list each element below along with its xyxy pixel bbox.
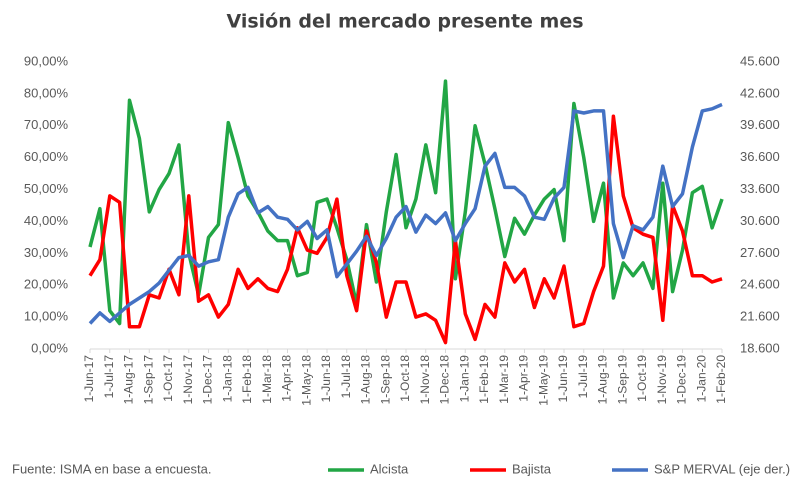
legend-label: S&P MERVAL (eje der.) bbox=[654, 461, 790, 476]
y2-tick-label: 27.600 bbox=[740, 245, 780, 260]
x-tick-label: 1-Aug-19 bbox=[596, 355, 610, 405]
x-tick-label: 1-Nov-17 bbox=[181, 355, 195, 405]
x-tick-label: 1-May-19 bbox=[536, 355, 550, 406]
y2-tick-label: 18.600 bbox=[740, 340, 780, 355]
x-tick-label: 1-Aug-17 bbox=[122, 355, 136, 405]
y-tick-label: 50,00% bbox=[24, 181, 69, 196]
y-tick-label: 0,00% bbox=[31, 340, 68, 355]
x-tick-label: 1-Oct-19 bbox=[635, 355, 649, 402]
legend-label: Bajista bbox=[512, 461, 552, 476]
x-tick-label: 1-Jan-18 bbox=[220, 355, 234, 403]
x-tick-label: 1-May-18 bbox=[299, 355, 313, 406]
y2-tick-label: 39.600 bbox=[740, 117, 780, 132]
y-tick-label: 40,00% bbox=[24, 213, 69, 228]
x-tick-label: 1-Mar-19 bbox=[497, 355, 511, 404]
y2-tick-label: 30.600 bbox=[740, 213, 780, 228]
x-tick-label: 1-Sep-18 bbox=[378, 355, 392, 405]
y2-tick-label: 24.600 bbox=[740, 277, 780, 292]
x-tick-label: 1-Jun-18 bbox=[319, 355, 333, 403]
y2-tick-label: 21.600 bbox=[740, 309, 780, 324]
y2-tick-label: 36.600 bbox=[740, 149, 780, 164]
x-tick-label: 1-Jan-19 bbox=[457, 355, 471, 403]
y2-tick-label: 33.600 bbox=[740, 181, 780, 196]
x-tick-label: 1-Oct-17 bbox=[161, 355, 175, 402]
x-tick-label: 1-Jun-17 bbox=[82, 355, 96, 403]
y-tick-label: 20,00% bbox=[24, 277, 69, 292]
x-tick-label: 1-Apr-19 bbox=[517, 355, 531, 402]
x-tick-label: 1-Mar-18 bbox=[260, 355, 274, 404]
y-tick-label: 10,00% bbox=[24, 309, 69, 324]
x-tick-label: 1-Aug-18 bbox=[359, 355, 373, 405]
y-tick-label: 90,00% bbox=[24, 53, 69, 68]
y-tick-label: 80,00% bbox=[24, 85, 69, 100]
y-tick-label: 70,00% bbox=[24, 117, 69, 132]
x-tick-label: 1-Feb-18 bbox=[240, 355, 254, 404]
series-line bbox=[88, 102, 723, 325]
x-tick-label: 1-Apr-18 bbox=[280, 355, 294, 402]
x-tick-label: 1-Dec-19 bbox=[675, 355, 689, 405]
x-tick-label: 1-Sep-17 bbox=[141, 355, 155, 405]
y2-tick-label: 45.600 bbox=[740, 53, 780, 68]
x-tick-label: 1-Jul-19 bbox=[576, 355, 590, 399]
x-tick-label: 1-Dec-18 bbox=[438, 355, 452, 405]
source-note: Fuente: ISMA en base a encuesta. bbox=[12, 461, 211, 476]
x-tick-label: 1-Jul-17 bbox=[102, 355, 116, 399]
series-line bbox=[88, 114, 723, 345]
x-tick-label: 1-Nov-19 bbox=[655, 355, 669, 405]
x-tick-label: 1-Jan-20 bbox=[694, 355, 708, 403]
x-tick-label: 1-Sep-19 bbox=[615, 355, 629, 405]
y2-tick-label: 42.600 bbox=[740, 85, 780, 100]
chart-title: Visión del mercado presente mes bbox=[226, 11, 583, 33]
x-tick-label: 1-Nov-18 bbox=[418, 355, 432, 405]
legend-label: Alcista bbox=[370, 461, 409, 476]
y-tick-label: 30,00% bbox=[24, 245, 69, 260]
x-tick-label: 1-Dec-17 bbox=[201, 355, 215, 405]
x-tick-label: 1-Feb-19 bbox=[477, 355, 491, 404]
x-tick-label: 1-Jul-18 bbox=[339, 355, 353, 399]
x-tick-label: 1-Oct-18 bbox=[398, 355, 412, 402]
x-tick-label: 1-Jun-19 bbox=[556, 355, 570, 403]
y-tick-label: 60,00% bbox=[24, 149, 69, 164]
x-tick-label: 1-Feb-20 bbox=[714, 355, 728, 404]
